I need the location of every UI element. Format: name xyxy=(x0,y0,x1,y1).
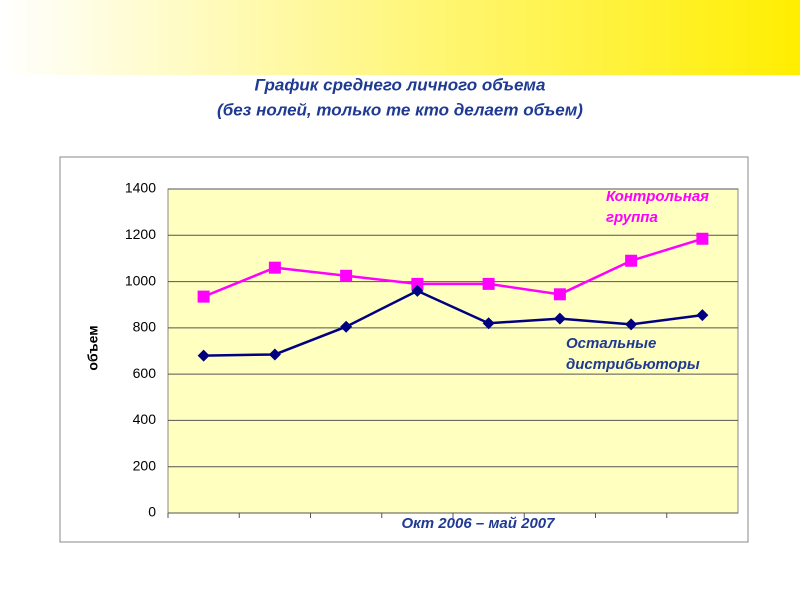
marker xyxy=(197,349,210,362)
chart-title: График среднего личного объема xyxy=(255,75,546,94)
chart-subtitle: (без нолей, только те кто делает объем) xyxy=(217,100,583,119)
marker xyxy=(268,348,281,361)
marker xyxy=(625,254,638,267)
marker xyxy=(197,290,210,303)
marker xyxy=(411,284,424,297)
series-line xyxy=(203,289,703,357)
series-label: Контрольная группа xyxy=(606,188,710,226)
marker xyxy=(482,317,495,330)
marker xyxy=(268,261,281,274)
y-tick-label: 600 xyxy=(133,365,157,381)
y-axis-label: объем xyxy=(85,325,101,370)
marker xyxy=(340,269,353,282)
x-axis-label: Окт 2006 – май 2007 xyxy=(402,515,556,532)
y-tick-label: 400 xyxy=(133,411,157,427)
marker xyxy=(482,277,495,290)
y-tick-label: 1400 xyxy=(125,180,156,196)
series-line xyxy=(203,237,703,298)
y-tick-label: 200 xyxy=(133,457,157,473)
marker xyxy=(553,288,566,301)
marker xyxy=(340,320,353,333)
y-tick-label: 800 xyxy=(133,319,157,335)
y-tick-label: 1200 xyxy=(125,226,156,242)
marker xyxy=(696,232,709,245)
marker xyxy=(553,312,566,325)
series-label: Остальные дистрибьюторы xyxy=(566,335,700,373)
marker xyxy=(696,309,709,322)
header-band xyxy=(0,0,800,75)
marker xyxy=(625,318,638,331)
marker xyxy=(411,277,424,290)
y-tick-label: 1000 xyxy=(125,272,156,288)
y-tick-label: 0 xyxy=(148,504,156,520)
plot-area xyxy=(167,188,739,514)
